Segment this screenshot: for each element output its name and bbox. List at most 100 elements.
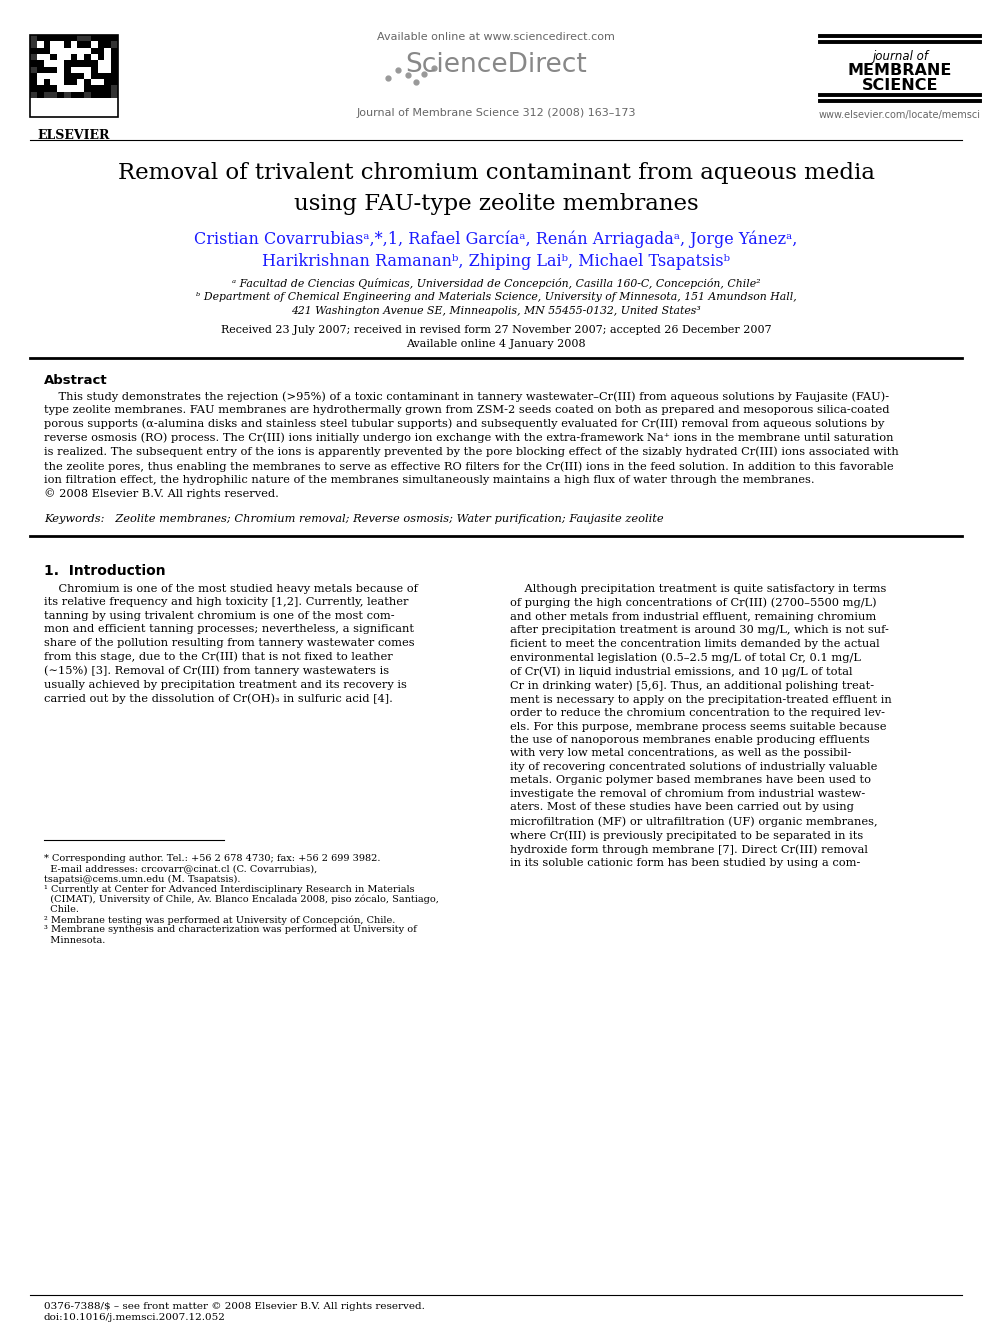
Bar [44, 48, 51, 54]
Bar [51, 86, 58, 91]
Bar [63, 66, 70, 73]
Text: MEMBRANE: MEMBRANE [848, 64, 952, 78]
Bar [111, 111, 118, 116]
Text: Keywords:   Zeolite membranes; Chromium removal; Reverse osmosis; Water purifica: Keywords: Zeolite membranes; Chromium re… [44, 515, 664, 524]
Bar [51, 91, 58, 98]
Bar [63, 48, 70, 54]
Text: ³ Membrane synthesis and characterization was performed at University of: ³ Membrane synthesis and characterizatio… [44, 925, 417, 934]
Bar [84, 48, 91, 54]
Bar [58, 48, 63, 54]
Bar [37, 66, 44, 73]
Bar [91, 111, 97, 116]
Bar [91, 34, 97, 41]
Bar [91, 73, 97, 79]
Bar [30, 73, 37, 79]
Bar [44, 79, 51, 86]
Bar [104, 79, 111, 86]
Text: 1.  Introduction: 1. Introduction [44, 564, 166, 578]
Bar [84, 41, 91, 48]
Bar [58, 73, 63, 79]
Bar [70, 91, 77, 98]
Bar [63, 111, 70, 116]
Bar [37, 105, 44, 111]
Bar [37, 34, 44, 41]
Bar [84, 79, 91, 86]
Bar [77, 54, 84, 61]
Bar [91, 61, 97, 66]
Bar [58, 66, 63, 73]
Bar [37, 86, 44, 91]
Bar [51, 98, 58, 105]
Bar [84, 111, 91, 116]
Bar [30, 61, 37, 66]
Bar [104, 41, 111, 48]
Bar [30, 66, 37, 73]
Bar [44, 91, 51, 98]
Text: 421 Washington Avenue SE, Minneapolis, MN 55455-0132, United States³: 421 Washington Avenue SE, Minneapolis, M… [291, 306, 701, 316]
Bar [58, 79, 63, 86]
Text: This study demonstrates the rejection (>95%) of a toxic contaminant in tannery w: This study demonstrates the rejection (>… [44, 392, 899, 499]
Text: Journal of Membrane Science 312 (2008) 163–173: Journal of Membrane Science 312 (2008) 1… [356, 108, 636, 118]
Bar [30, 34, 118, 116]
Bar [77, 34, 84, 41]
Bar [37, 61, 44, 66]
Bar [111, 34, 118, 41]
Bar [104, 73, 111, 79]
Text: Chromium is one of the most studied heavy metals because of
its relative frequen: Chromium is one of the most studied heav… [44, 583, 418, 704]
Text: ᵃ Facultad de Ciencias Químicas, Universidad de Concepción, Casilla 160-C, Conce: ᵃ Facultad de Ciencias Químicas, Univers… [232, 278, 760, 290]
Bar [84, 34, 91, 41]
Bar [30, 111, 37, 116]
Text: Minnesota.: Minnesota. [44, 935, 105, 945]
Bar [91, 86, 97, 91]
Bar [111, 98, 118, 105]
Bar [44, 98, 51, 105]
Bar [111, 105, 118, 111]
Bar [97, 105, 104, 111]
Bar [30, 48, 37, 54]
Bar [70, 86, 77, 91]
Bar [84, 86, 91, 91]
Bar [84, 61, 91, 66]
Bar [44, 105, 51, 111]
Bar [37, 41, 44, 48]
Bar [58, 86, 63, 91]
Bar [70, 61, 77, 66]
Bar [70, 48, 77, 54]
Bar [30, 105, 37, 111]
Bar [44, 111, 51, 116]
Bar [77, 79, 84, 86]
Text: Removal of trivalent chromium contaminant from aqueous media: Removal of trivalent chromium contaminan… [117, 161, 875, 184]
Bar [111, 48, 118, 54]
Bar [91, 48, 97, 54]
Text: ScienceDirect: ScienceDirect [405, 52, 587, 78]
Bar [97, 111, 104, 116]
Bar [77, 91, 84, 98]
Bar [84, 91, 91, 98]
Text: Available online 4 January 2008: Available online 4 January 2008 [406, 339, 586, 349]
Bar [37, 98, 44, 105]
Bar [44, 86, 51, 91]
Bar [63, 105, 70, 111]
Bar [104, 105, 111, 111]
Bar [91, 79, 97, 86]
Bar [44, 61, 51, 66]
Bar [63, 86, 70, 91]
Bar [77, 105, 84, 111]
Text: ᵇ Department of Chemical Engineering and Materials Science, University of Minnes: ᵇ Department of Chemical Engineering and… [195, 292, 797, 302]
Bar [104, 86, 111, 91]
Bar [97, 48, 104, 54]
Bar [30, 79, 37, 86]
Bar [58, 34, 63, 41]
Text: ELSEVIER: ELSEVIER [38, 130, 110, 142]
Bar [84, 73, 91, 79]
Bar [104, 61, 111, 66]
Bar [97, 41, 104, 48]
Bar [70, 105, 77, 111]
Bar [91, 98, 97, 105]
Text: Chile.: Chile. [44, 905, 79, 914]
Bar [63, 73, 70, 79]
Bar [44, 54, 51, 61]
Bar [37, 111, 44, 116]
Text: SCIENCE: SCIENCE [862, 78, 938, 93]
Bar [111, 61, 118, 66]
